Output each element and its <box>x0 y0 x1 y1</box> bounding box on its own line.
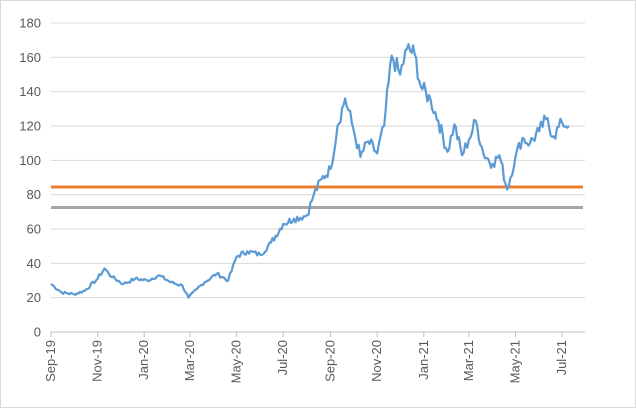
x-tick-label-May-20: May-20 <box>229 340 244 383</box>
x-tick-label-Sep-19: Sep-19 <box>43 340 58 382</box>
x-tick-label-Mar-21: Mar-21 <box>461 340 476 381</box>
y-tick-label-100: 100 <box>19 153 41 168</box>
gridlines <box>51 22 585 299</box>
x-tick-label-Jan-20: Jan-20 <box>136 340 151 380</box>
x-tick-label-Sep-20: Sep-20 <box>323 340 338 382</box>
x-tick-label-Jul-20: Jul-20 <box>275 340 290 375</box>
y-tick-label-60: 60 <box>27 222 41 237</box>
x-tick-label-Nov-19: Nov-19 <box>90 340 105 382</box>
y-tick-label-140: 140 <box>19 84 41 99</box>
x-tick-label-Mar-20: Mar-20 <box>182 340 197 381</box>
series-lines <box>50 43 570 299</box>
y-tick-label-40: 40 <box>27 256 41 271</box>
x-tick-label-May-21: May-21 <box>507 340 522 383</box>
x-tick-label-Jan-21: Jan-21 <box>416 340 431 380</box>
y-tick-label-20: 20 <box>27 290 41 305</box>
y-tick-label-160: 160 <box>19 50 41 65</box>
y-tick-labels: 0 20 40 60 80 100 120 140 160 180 <box>19 16 41 340</box>
x-tick-labels: Sep-19 Nov-19 Jan-20 Mar-20 May-20 Jul-20 Sep-… <box>43 340 569 383</box>
y-tick-label-180: 180 <box>19 16 41 31</box>
y-tick-label-120: 120 <box>19 119 41 134</box>
series-line-1 <box>50 43 570 299</box>
y-tick-label-80: 80 <box>27 187 41 202</box>
x-tick-label-Jul-21: Jul-21 <box>554 340 569 375</box>
x-tick-label-Nov-20: Nov-20 <box>369 340 384 382</box>
y-tick-label-0: 0 <box>34 325 41 340</box>
axes <box>50 331 585 337</box>
